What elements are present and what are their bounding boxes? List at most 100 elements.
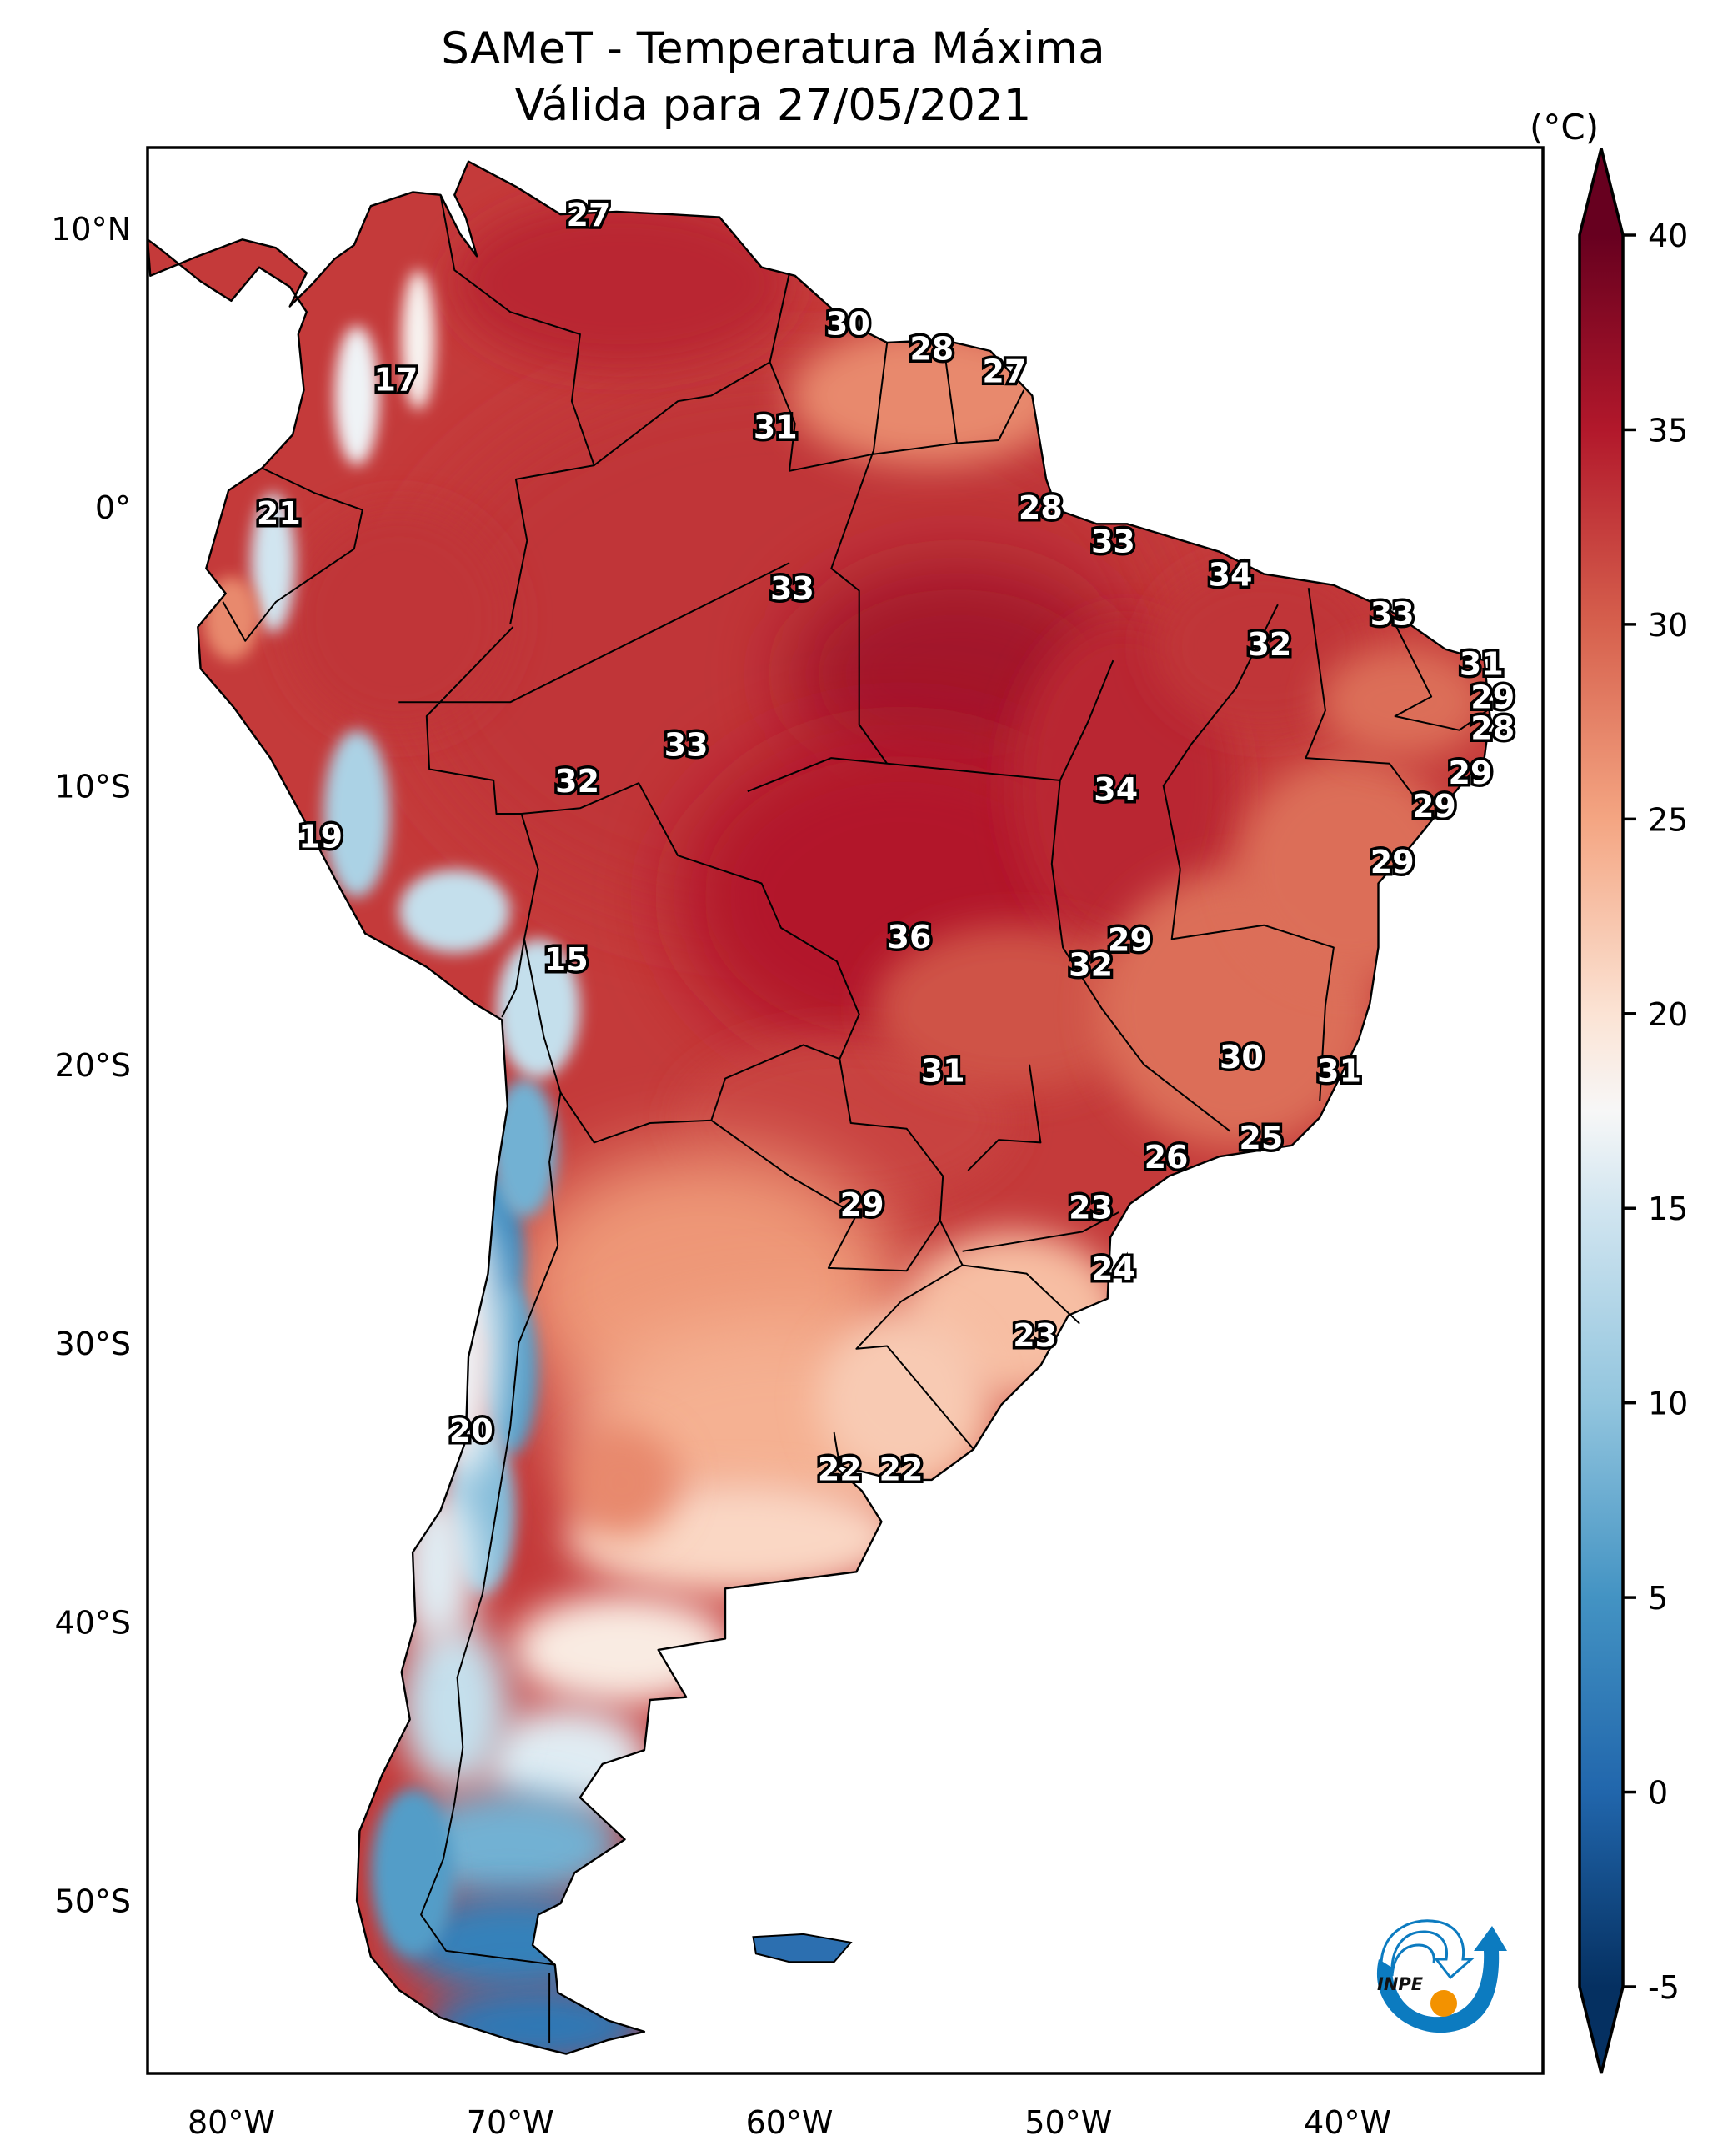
station-temperature-label: 29 (1370, 844, 1415, 880)
colorbar-tick-label: 10 (1648, 1386, 1688, 1422)
latitude-tick-label: 20°S (55, 1047, 131, 1084)
latitude-tick-label: 40°S (55, 1604, 131, 1641)
border-line (747, 659, 1114, 793)
falkland-islands (752, 1933, 853, 1963)
station-temperature-label: 34 (1209, 556, 1253, 593)
border-line (710, 1119, 941, 1272)
station-temperature-label: 31 (1460, 645, 1504, 682)
longitude-tick-label: 40°W (1304, 2104, 1391, 2141)
logo-outer-arrow-icon (1380, 1919, 1475, 1980)
station-temperature-label: 21 (257, 495, 301, 532)
station-temperature-label: 24 (1091, 1251, 1135, 1287)
temperature-region (1152, 563, 1375, 730)
temperature-region (287, 507, 510, 730)
colorbar-tick-label: 20 (1648, 996, 1688, 1033)
station-temperature-label: 30 (826, 306, 870, 343)
temperature-region (490, 1078, 558, 1218)
station-temperature-label: 31 (921, 1053, 965, 1090)
border-line (1394, 624, 1488, 731)
border-line (1305, 588, 1424, 809)
station-temperature-label: 33 (770, 570, 814, 607)
station-temperature-label: 28 (1470, 709, 1515, 746)
logo-text: INPE (1377, 1974, 1424, 1994)
station-temperature-label: 30 (1220, 1039, 1264, 1075)
logo-swoosh-icon (1376, 1926, 1507, 2033)
station-temperature-label: 20 (449, 1412, 493, 1449)
station-temperature-label: 23 (1013, 1317, 1057, 1354)
temperature-region (454, 200, 789, 369)
border-line (425, 626, 539, 1018)
station-temperature-label: 23 (1069, 1189, 1113, 1226)
border-line (833, 1431, 841, 1467)
temperature-region (817, 1315, 985, 1483)
colorbar-tick-label: 30 (1648, 607, 1688, 644)
station-temperature-label: 29 (840, 1186, 884, 1223)
colorbar-tick-label: -5 (1648, 1969, 1680, 2006)
border-line (962, 1264, 1080, 1325)
border-line (956, 389, 1025, 444)
border-line (398, 562, 790, 704)
station-temperature-label: 29 (1412, 788, 1456, 825)
temperature-region (398, 1789, 622, 1901)
temperature-region (203, 576, 259, 661)
colorbar-tick-label: 0 (1648, 1775, 1668, 1812)
logo-orange-dot (1430, 1990, 1457, 2017)
temperature-region (398, 869, 511, 954)
border-line (521, 782, 974, 1450)
longitude-tick-label: 50°W (1024, 2104, 1112, 2141)
colorbar-ticks: 40 35 30 25 20 15 10 5 0 -5 (1623, 218, 1688, 2006)
station-temperature-label: 15 (544, 941, 589, 978)
longitude-tick-label: 80°W (188, 2104, 275, 2141)
latitude-axis: 10°N 0° 10°S 20°S 30°S 40°S 50°S (51, 211, 131, 1920)
colorbar-tick-label: 35 (1648, 412, 1688, 449)
station-temperature-label: 19 (298, 819, 343, 855)
colorbar: 40 35 30 25 20 15 10 5 0 -5 (1578, 148, 1688, 2074)
border-line (594, 273, 790, 466)
temperature-region (323, 730, 391, 898)
border-line (769, 342, 889, 472)
station-temperature-label: 27 (982, 353, 1026, 389)
country-borders (222, 194, 1488, 2043)
station-temperature-label: 32 (1069, 946, 1113, 983)
station-temperature-label: 34 (1094, 771, 1138, 808)
station-temperature-label: 29 (1470, 679, 1515, 716)
border-line (1170, 869, 1335, 1101)
colorbar-bar (1578, 148, 1625, 2074)
border-line (1162, 604, 1279, 870)
temperature-region (396, 1482, 480, 1650)
temperature-region (334, 326, 379, 466)
inpe-logo: INPE (1376, 1919, 1507, 2033)
longitude-tick-label: 70°W (467, 2104, 554, 2141)
border-line (420, 1092, 562, 1966)
station-temperature-label: 22 (879, 1452, 924, 1488)
border-line (523, 939, 840, 1144)
longitude-tick-label: 60°W (746, 2104, 834, 2141)
latitude-tick-label: 30°S (55, 1326, 131, 1362)
station-temperature-label: 29 (1449, 755, 1493, 791)
border-line (1050, 780, 1231, 1132)
station-temperature-label: 33 (1091, 523, 1135, 559)
border-line (962, 1211, 1119, 1252)
station-temperature-label: 32 (1247, 626, 1291, 663)
latitude-tick-label: 0° (95, 489, 131, 526)
temperature-blobs (203, 200, 1487, 2054)
station-temperature-label: 25 (1239, 1120, 1283, 1156)
temperature-field (148, 161, 1490, 2054)
border-line (967, 1064, 1042, 1171)
station-temperature-label: 22 (818, 1452, 862, 1488)
border-line (439, 194, 595, 624)
temperature-region (510, 1594, 734, 1706)
border-line (222, 467, 363, 642)
colorbar-tick-label: 25 (1648, 801, 1688, 838)
temperature-region (370, 1789, 455, 1957)
temperature-region (398, 1622, 511, 1789)
border-line (830, 451, 889, 765)
map-title: SAMeT - Temperatura Máxima (441, 23, 1105, 74)
coastline (148, 160, 1491, 2055)
station-temperature-label: 26 (1144, 1139, 1189, 1176)
longitude-axis: 80°W 70°W 60°W 50°W 40°W (188, 2104, 1391, 2141)
station-temperature-label: 33 (1370, 595, 1415, 632)
station-temperature-label: 28 (1019, 489, 1063, 526)
colorbar-tick-label: 15 (1648, 1191, 1688, 1227)
